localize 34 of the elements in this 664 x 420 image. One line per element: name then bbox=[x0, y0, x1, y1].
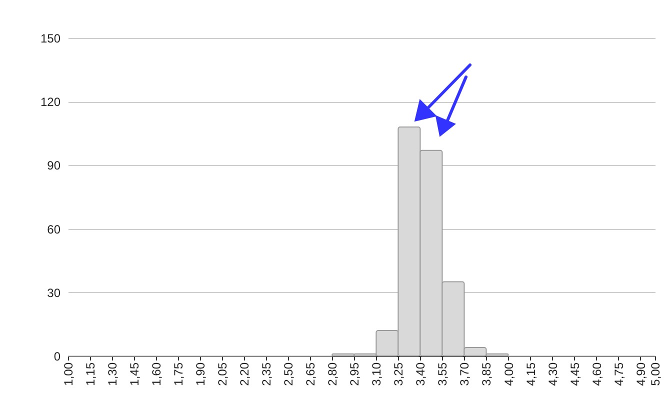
x-tick-label: 4,90 bbox=[634, 362, 648, 386]
x-tick-label: 3,85 bbox=[480, 362, 494, 386]
x-tick-label: 4,75 bbox=[612, 362, 626, 386]
x-tick-label: 4,30 bbox=[546, 362, 560, 386]
x-tick-label: 1,75 bbox=[172, 362, 186, 386]
x-tick-label: 2,35 bbox=[260, 362, 274, 386]
x-tick-label: 3,10 bbox=[370, 362, 384, 386]
x-tick-label: 1,15 bbox=[84, 362, 98, 386]
x-tick-label: 3,40 bbox=[414, 362, 428, 386]
y-tick-label: 30 bbox=[47, 286, 61, 300]
x-tick-label: 4,45 bbox=[568, 362, 582, 386]
y-tick-label: 120 bbox=[40, 95, 61, 110]
x-tick-label: 3,70 bbox=[458, 362, 472, 386]
x-tick-label: 1,45 bbox=[128, 362, 142, 386]
x-tick-label: 1,30 bbox=[106, 362, 120, 386]
x-tick-label: 5,00 bbox=[648, 362, 662, 386]
x-tick-label: 3,25 bbox=[392, 362, 406, 386]
x-tick-label: 2,50 bbox=[282, 362, 296, 386]
y-tick-label: 60 bbox=[47, 222, 61, 236]
x-tick-label: 2,95 bbox=[348, 362, 362, 386]
x-tick-label: 1,60 bbox=[150, 362, 164, 386]
x-tick-label: 4,60 bbox=[590, 362, 604, 386]
x-tick-label: 2,65 bbox=[304, 362, 318, 386]
x-tick-label: 4,00 bbox=[502, 362, 516, 386]
x-tick-label: 2,05 bbox=[216, 362, 230, 386]
x-tick-label: 4,15 bbox=[524, 362, 538, 386]
y-tick-label: 90 bbox=[47, 158, 61, 173]
x-tick-label: 2,80 bbox=[326, 362, 340, 386]
y-tick-label: 0 bbox=[54, 350, 61, 364]
x-tick-label: 3,55 bbox=[436, 362, 450, 386]
y-tick-label: 150 bbox=[40, 32, 61, 46]
x-tick-label: 1,90 bbox=[194, 362, 208, 386]
x-tick-label: 2,20 bbox=[238, 362, 252, 386]
x-tick-label: 1,00 bbox=[62, 362, 76, 386]
